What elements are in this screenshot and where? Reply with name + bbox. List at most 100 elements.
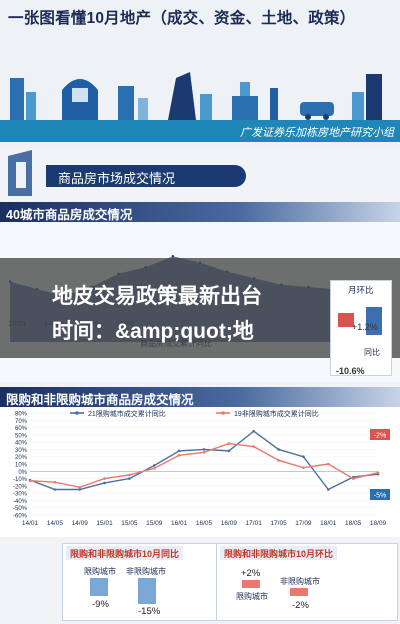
chart2-x-tick: 14/09 (72, 520, 89, 527)
chart2-y-tick: -20% (13, 484, 28, 490)
chart2-series-point (302, 455, 305, 459)
chart2-series-point (376, 471, 380, 475)
hero-band (0, 120, 400, 142)
chart2-series-point (152, 464, 156, 467)
chart2-series-point (78, 488, 82, 491)
section1-title: 商品房市场成交情况 (58, 171, 176, 186)
section3-title: 限购和非限购城市商品房成交情况 (6, 393, 194, 407)
chart2-data-label: -5% (374, 493, 386, 500)
chart2-y-tick: 10% (15, 463, 28, 469)
chart2-series-point (302, 466, 305, 469)
section2-title: 40城市商品房成交情况 (6, 208, 133, 222)
chart2-series-point (326, 462, 330, 466)
yoy-unrestricted-bar (138, 578, 156, 604)
chart2-series-point (326, 488, 330, 491)
mom-restricted-value: +2% (241, 568, 261, 579)
chart2-legend-marker (221, 411, 225, 415)
chart2-series-point (103, 477, 106, 480)
chart2-series-point (53, 480, 57, 484)
yoy-restricted-value: -9% (92, 599, 109, 610)
chart2-y-tick: 30% (15, 448, 28, 454)
chart2-x-tick: 18/09 (370, 520, 387, 527)
chart2-y-tick: 60% (15, 426, 28, 432)
chart2-x-tick: 18/05 (345, 520, 362, 527)
chart2-series-point (202, 451, 206, 454)
chart2-y-tick: 20% (15, 455, 28, 461)
chart2-series-point (252, 445, 256, 448)
yoy-unrestricted-label: 非限购城市 (126, 567, 166, 576)
chart2-series-point (227, 442, 231, 445)
chart2-x-tick: 18/01 (320, 520, 337, 527)
chart2-series-point (128, 473, 131, 477)
chart2-x-tick: 17/01 (246, 520, 263, 527)
chart2-series-point (177, 449, 181, 453)
mom-label: 月环比 (348, 285, 374, 295)
restricted-vs-unrestricted-chart: 80%70%60%50% 40%30%20% 10%0%-10%-20% -30%-4… (0, 407, 400, 537)
yoy-unrestricted-value: -15% (138, 606, 161, 617)
chart2-y-tick: 50% (15, 433, 28, 439)
chart2-x-tick: 15/09 (146, 520, 163, 527)
chart2-x-tick: 14/05 (47, 520, 64, 527)
chart2-y-tick: -30% (13, 492, 28, 498)
section3-header-bar (0, 387, 400, 407)
yoy-restricted-bar (90, 578, 108, 596)
chart2-series-point (128, 477, 131, 480)
chart2-legend-label: 19非限购城市成交累计同比 (234, 409, 319, 418)
yoy-label: 同比 (364, 348, 380, 357)
chart2-x-tick: 14/01 (22, 520, 39, 527)
chart1-point (171, 255, 175, 258)
yoy-value: -10.6% (336, 366, 365, 376)
chart2-series-point (78, 486, 82, 489)
chart2-series-point (252, 429, 256, 433)
yoy-restricted-label: 限购城市 (84, 567, 116, 576)
chart2-x-tick: 17/09 (295, 520, 312, 527)
mom-value: +1.2% (352, 322, 378, 332)
chart2-series-point (103, 481, 106, 485)
overlay-headline-line2: 时间：&amp;quot;地 (52, 320, 254, 343)
mom-unrestricted-value: -2% (292, 600, 309, 611)
chart2-x-tick: 16/09 (221, 520, 238, 527)
chart2-series-point (227, 449, 231, 453)
yoy-card-title: 限购和非限购城市10月同比 (66, 546, 184, 560)
city-skyline-illustration (10, 72, 382, 120)
chart2-series-point (277, 459, 280, 462)
chart2-data-label: -2% (374, 433, 386, 440)
chart2-series-point (202, 448, 206, 451)
section1-header-bar (46, 165, 246, 187)
research-team-label: 广发证券乐加栋房地产研究小组 (240, 127, 394, 139)
chart2-x-tick: 16/05 (196, 520, 213, 527)
chart2-legend-label: 21限购城市成交累计同比 (88, 409, 166, 418)
chart2-y-tick: 0% (18, 470, 27, 476)
mom-unrestricted-bar (290, 588, 308, 596)
chart2-y-tick: -60% (13, 514, 28, 520)
chart2-y-tick: -10% (13, 477, 28, 483)
chart2-y-tick: -50% (13, 506, 28, 512)
chart2-series-point (152, 467, 156, 470)
page-title: 一张图看懂10月地产（成交、资金、土地、政策） (8, 10, 356, 27)
chart2-series-point (28, 479, 32, 483)
overlay-headline-line1: 地皮交易政策最新出台 (52, 285, 262, 308)
chart2-y-tick: -40% (13, 499, 28, 505)
yoy-bar (366, 307, 382, 335)
chart2-x-tick: 15/05 (121, 520, 138, 527)
chart2-series-point (177, 453, 181, 457)
chart2-y-tick: 40% (15, 441, 28, 447)
section2-header-bar (0, 202, 400, 222)
mom-restricted-bar (242, 580, 260, 588)
chart2-y-tick: 70% (15, 419, 28, 425)
building-icon (8, 150, 32, 196)
chart2-series-point (53, 488, 57, 491)
chart2-series-point (351, 477, 355, 480)
chart2-series-point (277, 448, 280, 451)
mom-restricted-label: 限购城市 (236, 592, 268, 601)
chart2-x-tick: 16/01 (171, 520, 188, 527)
chart2-x-tick: 17/05 (270, 520, 287, 527)
chart2-legend-marker (75, 411, 79, 415)
chart2-data-label-bg (370, 429, 390, 440)
chart2-y-tick: 80% (15, 412, 28, 418)
mom-bar (338, 313, 354, 327)
mom-card-title: 限购和非限购城市10月环比 (220, 546, 338, 560)
mom-unrestricted-label: 非限购城市 (280, 577, 320, 586)
chart2-data-label-bg (370, 489, 390, 500)
chart2-x-tick: 15/01 (96, 520, 113, 527)
